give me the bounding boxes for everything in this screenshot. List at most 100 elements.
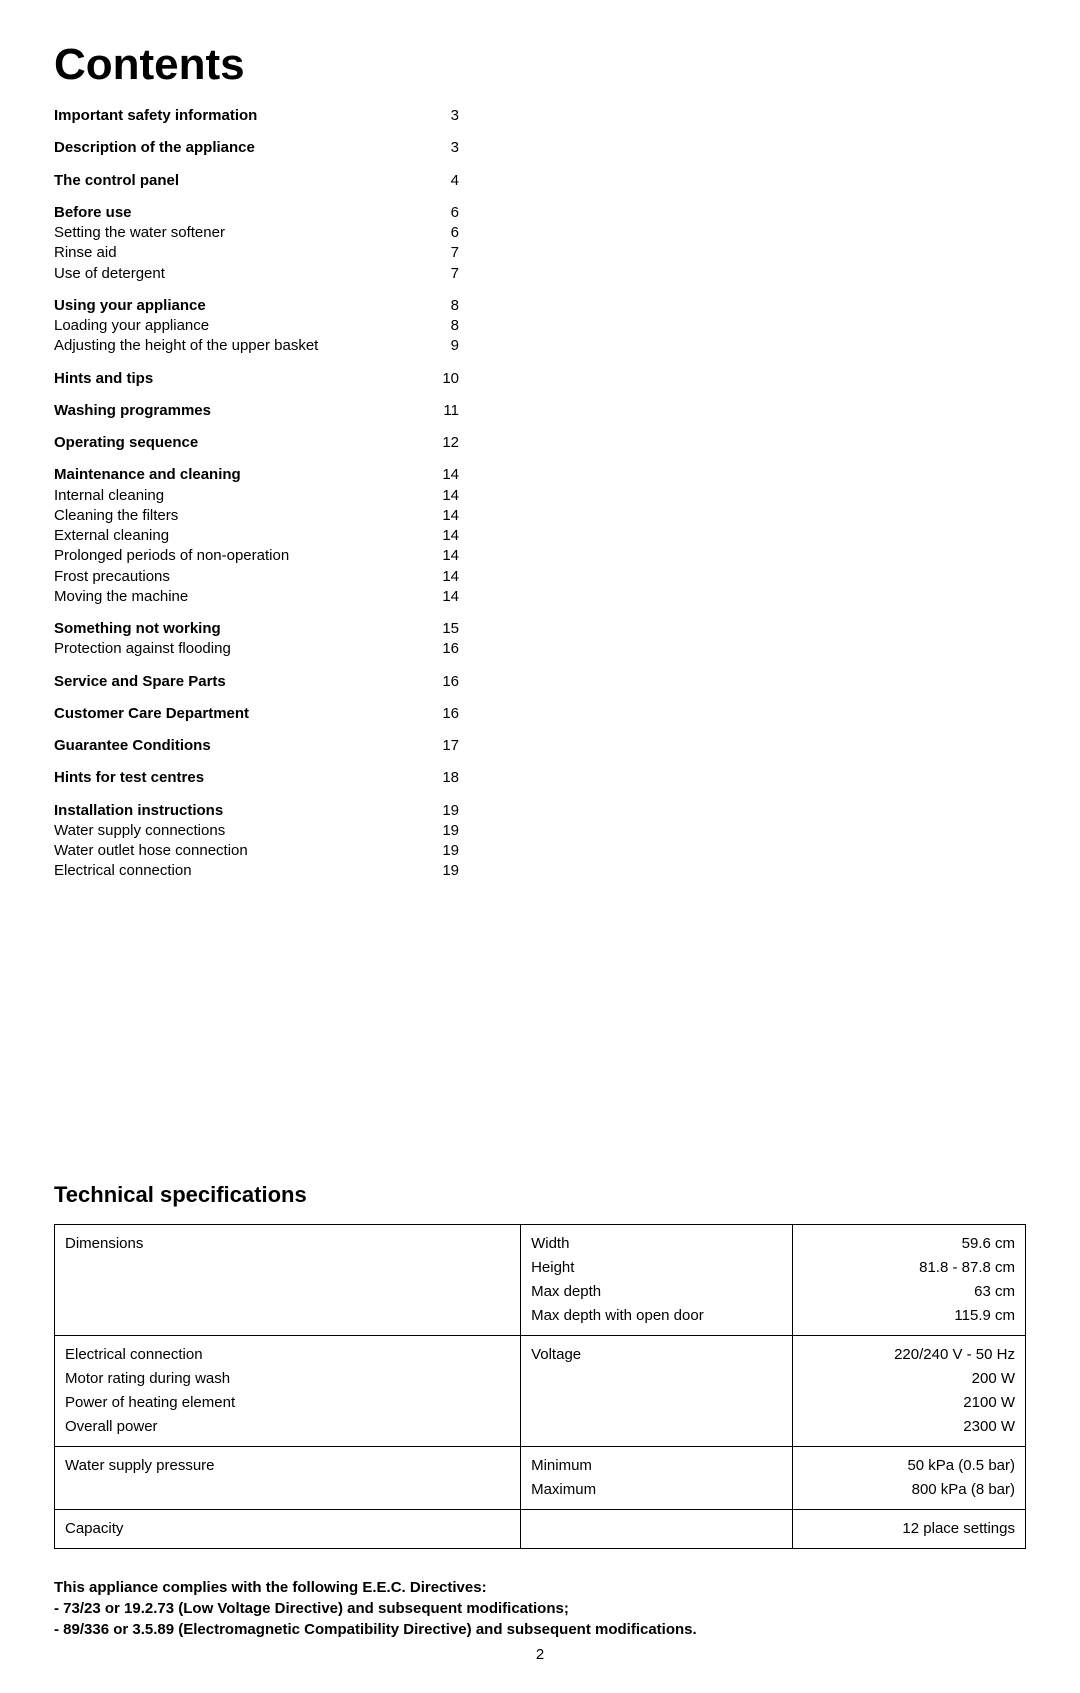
toc-row: Customer Care Department 16 [54,704,459,724]
toc-label: Operating sequence [54,433,198,453]
toc-page: 12 [429,433,459,453]
table-of-contents: Important safety information3 Description… [54,106,459,882]
toc-page: 19 [429,801,459,821]
toc-label: Adjusting the height of the upper basket [54,336,318,356]
toc-label: Hints and tips [54,369,153,389]
toc-section: Before use6Setting the water softener6Ri… [54,203,459,284]
toc-page: 16 [429,639,459,659]
toc-label: External cleaning [54,526,169,546]
toc-row: Operating sequence 12 [54,433,459,453]
page-title: Contents [54,40,1026,90]
toc-row: Loading your appliance8 [54,316,459,336]
toc-row: Hints and tips10 [54,369,459,389]
toc-label: Maintenance and cleaning [54,465,241,485]
specs-heading: Technical specifications [54,1182,1026,1208]
toc-row: External cleaning 14 [54,526,459,546]
toc-page: 7 [429,264,459,284]
spec-param: Voltage [521,1335,793,1446]
toc-section: Installation instructions19Water supply … [54,801,459,882]
toc-row: Important safety information3 [54,106,459,126]
toc-row: The control panel 4 [54,171,459,191]
toc-section: Using your appliance8Loading your applia… [54,296,459,357]
toc-row: Using your appliance 8 [54,296,459,316]
toc-page: 19 [429,861,459,881]
spec-label: Dimensions [55,1224,521,1335]
toc-label: Water supply connections [54,821,225,841]
toc-label: Rinse aid [54,243,117,263]
toc-page: 14 [429,465,459,485]
toc-page: 6 [429,203,459,223]
compliance-line: This appliance complies with the followi… [54,1577,1026,1598]
toc-page: 6 [429,223,459,243]
toc-page: 17 [429,736,459,756]
toc-section: The control panel 4 [54,171,459,191]
toc-page: 16 [429,672,459,692]
toc-label: Guarantee Conditions [54,736,211,756]
toc-row: Adjusting the height of the upper basket… [54,336,459,356]
toc-label: The control panel [54,171,179,191]
spec-value: 220/240 V - 50 Hz200 W2100 W2300 W [792,1335,1025,1446]
spec-param [521,1509,793,1548]
toc-section: Service and Spare Parts16 [54,672,459,692]
toc-page: 4 [429,171,459,191]
table-row: Electrical connectionMotor rating during… [55,1335,1026,1446]
spec-value: 59.6 cm81.8 - 87.8 cm63 cm115.9 cm [792,1224,1025,1335]
toc-label: Protection against flooding [54,639,231,659]
table-row: DimensionsWidthHeightMax depthMax depth … [55,1224,1026,1335]
toc-row: Setting the water softener 6 [54,223,459,243]
toc-page: 14 [429,546,459,566]
toc-label: Something not working [54,619,221,639]
toc-label: Use of detergent [54,264,165,284]
toc-section: Something not working 15 Protection agains… [54,619,459,660]
toc-section: Maintenance and cleaning14Internal clean… [54,465,459,607]
toc-row: Service and Spare Parts16 [54,672,459,692]
toc-page: 11 [429,401,459,421]
toc-label: Customer Care Department [54,704,249,724]
toc-label: Using your appliance [54,296,206,316]
toc-page: 14 [429,526,459,546]
specs-table: DimensionsWidthHeightMax depthMax depth … [54,1224,1026,1549]
toc-section: Important safety information3 [54,106,459,126]
spec-value: 50 kPa (0.5 bar)800 kPa (8 bar) [792,1446,1025,1509]
toc-row: Internal cleaning 14 [54,486,459,506]
toc-row: Prolonged periods of non-operation 14 [54,546,459,566]
toc-page: 19 [429,841,459,861]
toc-section: Hints and tips10 [54,369,459,389]
toc-label: Water outlet hose connection [54,841,248,861]
compliance-notice: This appliance complies with the followi… [54,1577,1026,1640]
spec-param: MinimumMaximum [521,1446,793,1509]
toc-label: Description of the appliance [54,138,255,158]
toc-row: Before use6 [54,203,459,223]
toc-section: Operating sequence 12 [54,433,459,453]
page: Contents Important safety information3 De… [0,0,1080,1693]
toc-label: Prolonged periods of non-operation [54,546,289,566]
toc-label: Moving the machine [54,587,188,607]
toc-row: Rinse aid7 [54,243,459,263]
spec-label: Electrical connectionMotor rating during… [55,1335,521,1446]
toc-section: Customer Care Department 16 [54,704,459,724]
toc-row: Frost precautions14 [54,567,459,587]
toc-label: Internal cleaning [54,486,164,506]
toc-row: Description of the appliance3 [54,138,459,158]
compliance-line: - 73/23 or 19.2.73 (Low Voltage Directiv… [54,1598,1026,1619]
toc-page: 14 [429,587,459,607]
toc-label: Setting the water softener [54,223,225,243]
toc-row: Washing programmes11 [54,401,459,421]
toc-label: Loading your appliance [54,316,209,336]
toc-page: 15 [429,619,459,639]
table-row: Capacity12 place settings [55,1509,1026,1548]
toc-label: Cleaning the filters [54,506,178,526]
toc-row: Water supply connections19 [54,821,459,841]
toc-page: 14 [429,506,459,526]
toc-page: 14 [429,486,459,506]
toc-section: Washing programmes11 [54,401,459,421]
toc-section: Hints for test centres18 [54,768,459,788]
toc-page: 8 [429,296,459,316]
toc-page: 16 [429,704,459,724]
page-number: 2 [54,1646,1026,1663]
toc-row: Moving the machine 14 [54,587,459,607]
toc-row: Hints for test centres18 [54,768,459,788]
toc-page: 14 [429,567,459,587]
toc-label: Hints for test centres [54,768,204,788]
toc-label: Installation instructions [54,801,223,821]
